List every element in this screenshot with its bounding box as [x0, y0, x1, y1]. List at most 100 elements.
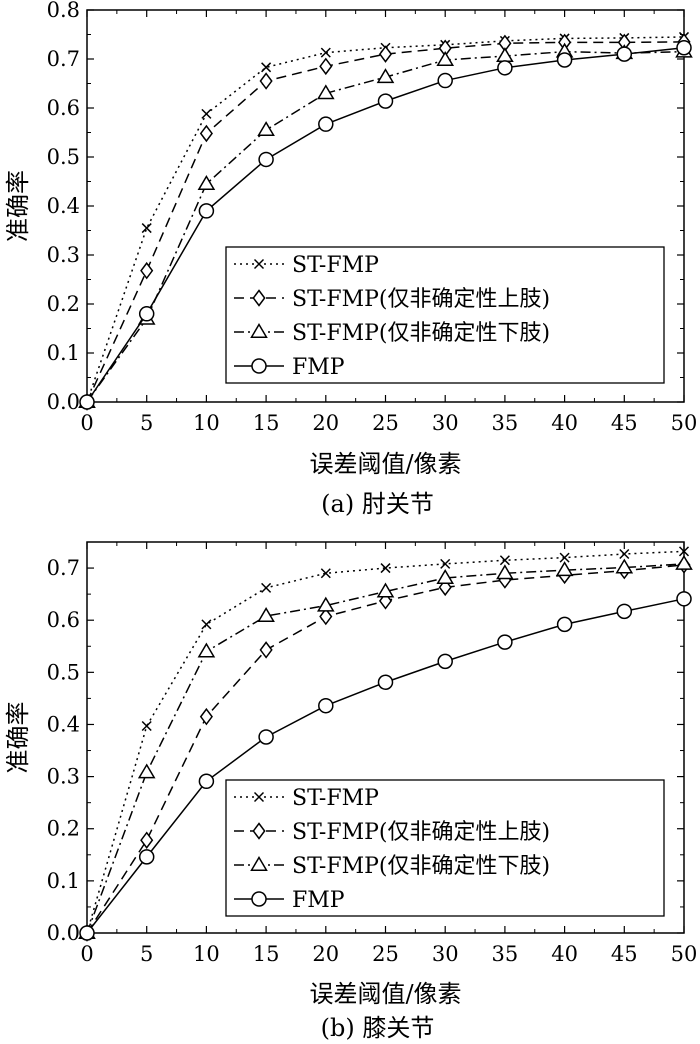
y-tick-label: 0.6 [47, 608, 80, 632]
data-point [79, 925, 95, 941]
data-point [320, 568, 331, 579]
figure-caption: (b) 膝关节 [321, 1014, 435, 1042]
x-tick-label: 25 [372, 942, 399, 966]
data-point [138, 849, 155, 865]
x-tick-label: 0 [80, 942, 93, 966]
legend-marker [251, 358, 267, 374]
data-point [137, 763, 156, 779]
x-tick-label: 35 [492, 411, 519, 435]
data-point [316, 596, 335, 612]
data-point [380, 563, 391, 574]
data-point [619, 548, 630, 560]
data-point [675, 554, 693, 570]
series-line [86, 550, 685, 934]
legend-label: ST-FMP [292, 253, 379, 278]
data-point [261, 62, 272, 73]
chart-panel-2: 0 5 10 15 20 25 30 35 40 45 50 0.0 0.1 0.2 0.3 0.4 0.5 0.… [4, 541, 698, 1042]
legend-marker [253, 258, 265, 270]
x-tick-label: 35 [492, 942, 519, 966]
x-tick-label: 20 [312, 942, 339, 966]
data-point [376, 68, 395, 84]
figure-caption: (a) 肘关节 [321, 490, 434, 518]
data-point [499, 555, 510, 566]
x-tick-label: 10 [193, 411, 220, 435]
data-point [261, 582, 272, 593]
data-point [319, 607, 333, 626]
data-point [259, 641, 273, 659]
data-point [556, 616, 573, 633]
x-tick-label: 5 [140, 411, 153, 435]
data-point [318, 697, 334, 714]
data-point [141, 721, 152, 732]
data-point [199, 707, 213, 726]
y-tick-label: 0.6 [47, 96, 80, 120]
data-point [79, 394, 95, 410]
data-point [436, 568, 455, 584]
x-tick-label: 50 [671, 411, 698, 435]
x-tick-label: 45 [611, 942, 638, 966]
x-tick-label: 45 [611, 411, 638, 435]
data-point [141, 223, 152, 234]
x-tick-label: 50 [671, 942, 698, 966]
series-line [86, 563, 685, 934]
data-point [259, 72, 273, 90]
x-tick-label: 30 [432, 942, 459, 966]
series-line [86, 41, 685, 403]
y-axis-title: 准确率 [4, 702, 32, 774]
x-tick-label: 0 [80, 411, 93, 435]
y-tick-label: 0.0 [47, 921, 80, 945]
series-4 [79, 39, 692, 410]
data-point [497, 60, 513, 76]
legend-label: ST-FMP(仅非确定性下肢) [292, 321, 550, 346]
data-point [676, 39, 692, 56]
x-tick-label: 5 [140, 942, 153, 966]
data-point [676, 591, 692, 607]
data-point [556, 52, 573, 68]
y-tick-label: 0.4 [47, 194, 80, 218]
y-tick-label: 0.5 [47, 660, 80, 684]
data-point [376, 582, 395, 598]
legend-marker [251, 891, 267, 907]
legend-label: ST-FMP(仅非确定性上肢) [292, 287, 550, 312]
data-point [616, 46, 633, 62]
data-point [199, 124, 213, 143]
legend: ST-FMP ST-FMP(仅非确定性上肢) ST-FMP(仅非确定性下肢) FMP [225, 779, 665, 917]
data-point [201, 619, 212, 630]
legend-label: FMP [292, 888, 345, 913]
legend-box [225, 779, 665, 917]
x-axis-title: 误差阈值/像素 [309, 980, 461, 1008]
data-point [377, 674, 394, 690]
x-tick-label: 15 [253, 411, 280, 435]
x-tick-label: 10 [193, 942, 220, 966]
y-tick-label: 0.3 [47, 243, 80, 267]
data-point [201, 108, 212, 119]
legend-marker [250, 323, 268, 338]
data-point [616, 603, 633, 620]
legend-label: ST-FMP(仅非确定性上肢) [292, 820, 550, 845]
series-line [86, 36, 685, 403]
data-point [440, 558, 451, 569]
y-tick-label: 0.2 [47, 817, 80, 841]
x-tick-label: 40 [551, 942, 578, 966]
data-point [496, 564, 514, 580]
series-4 [79, 591, 692, 941]
legend-box [225, 246, 665, 384]
y-tick-label: 0.3 [47, 765, 80, 789]
data-point [378, 45, 393, 63]
y-tick-label: 0.2 [47, 292, 80, 316]
y-tick-label: 0.1 [47, 869, 80, 893]
data-point [437, 72, 453, 89]
legend-marker [252, 289, 266, 307]
legend-marker [252, 822, 266, 840]
data-point [258, 729, 274, 745]
x-tick-label: 30 [432, 411, 459, 435]
x-tick-label: 25 [372, 411, 399, 435]
data-point [197, 642, 216, 658]
legend-marker [253, 791, 265, 803]
data-point [140, 261, 154, 280]
data-point [678, 546, 690, 557]
legend-label: ST-FMP [292, 786, 379, 811]
data-point [497, 634, 513, 650]
data-point [257, 607, 275, 623]
x-axis-title: 误差阈值/像素 [309, 450, 461, 478]
